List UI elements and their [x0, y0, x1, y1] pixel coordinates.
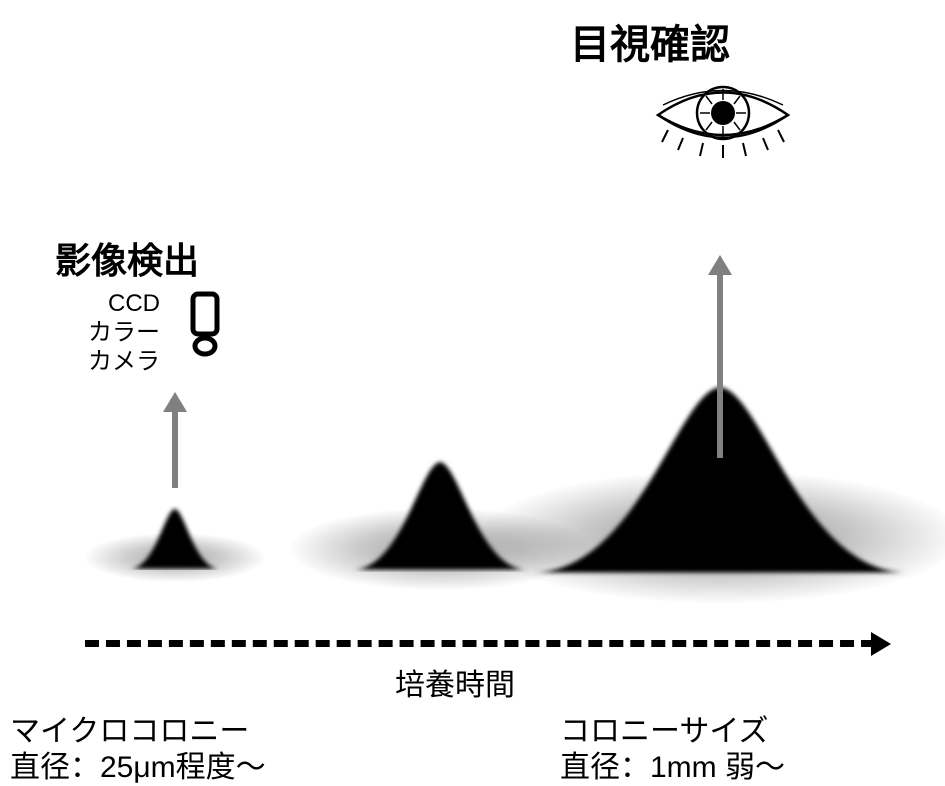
- ccd-line-2: カラー: [88, 319, 160, 348]
- eye-icon: [648, 70, 798, 160]
- ccd-line-1: CCD: [88, 290, 160, 319]
- arrow-left-up: [172, 410, 178, 488]
- time-axis-arrow: [85, 640, 875, 647]
- image-detection-title: 影像検出: [55, 232, 199, 284]
- arrow-right-up: [717, 273, 723, 458]
- time-axis-label: 培養時間: [395, 660, 515, 704]
- colonysize-line2: 直径：1mm 弱～: [560, 742, 785, 786]
- ccd-camera-label: CCD カラー カメラ: [88, 290, 160, 376]
- visual-confirmation-title: 目視確認: [570, 12, 730, 70]
- microcolony-line2: 直径：25μm程度～: [10, 742, 266, 786]
- ccd-line-3: カメラ: [88, 348, 160, 377]
- camera-icon: [185, 290, 225, 360]
- colony-peak-0: [128, 505, 222, 570]
